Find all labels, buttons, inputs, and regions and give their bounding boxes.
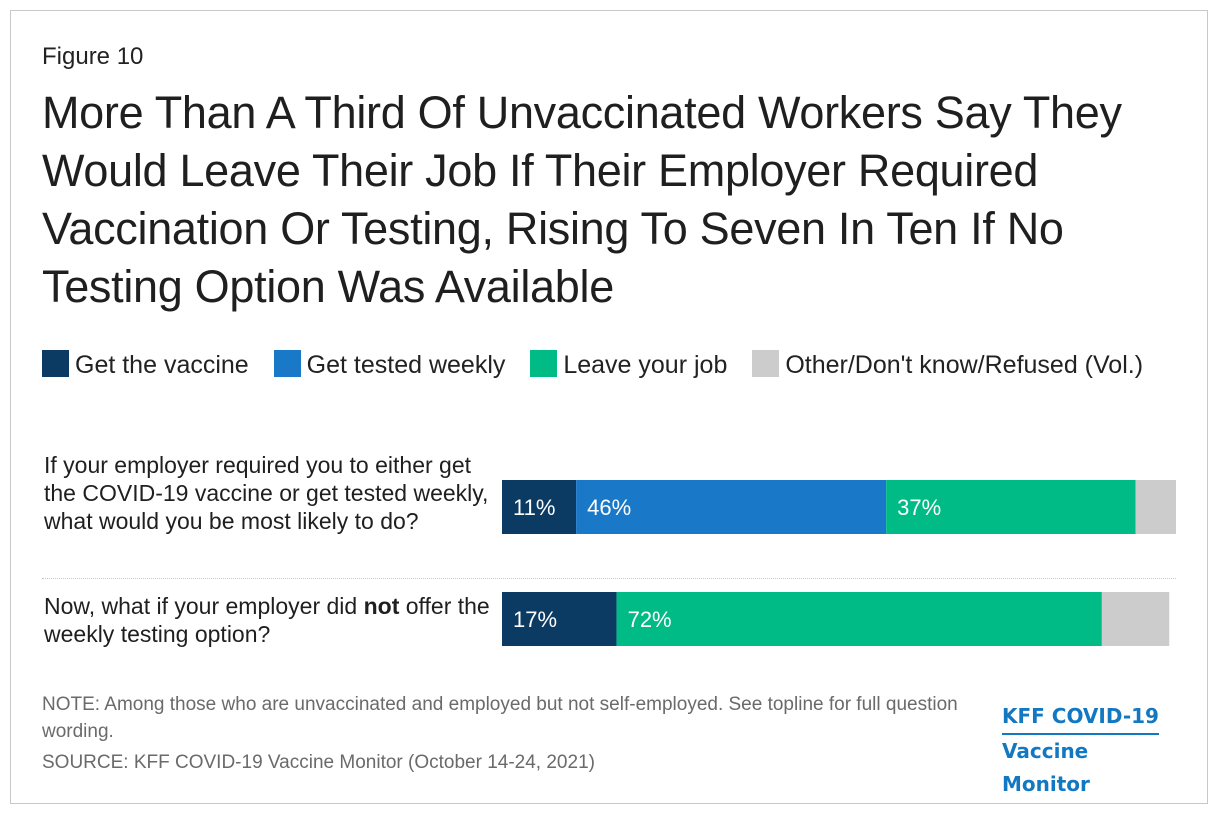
legend-swatch-leave-job [530, 350, 558, 377]
figure-frame [10, 10, 1208, 804]
question-2-suffix: offer the weekly testing option? [44, 593, 490, 647]
question-2-label: Now, what if your employer did not offer… [44, 592, 494, 648]
logo-line-1: KFF COVID-19 [1002, 700, 1159, 735]
source-note: SOURCE: KFF COVID-19 Vaccine Monitor (Oc… [42, 752, 595, 773]
legend-label-leave-job: Leave your job [563, 351, 728, 379]
logo-line-2: Vaccine Monitor [1002, 739, 1090, 796]
footnote: NOTE: Among those who are unvaccinated a… [42, 694, 958, 742]
legend-item-other: Other/Don't know/Refused (Vol.) [752, 344, 1143, 386]
legend-label-get-tested: Get tested weekly [306, 351, 506, 379]
question-2-prefix: Now, what if your employer did [44, 593, 364, 619]
row-divider [42, 578, 1176, 579]
legend-swatch-get-tested [273, 350, 301, 377]
figure-label: Figure 10 [42, 43, 144, 70]
chart-title: More Than A Third Of Unvaccinated Worker… [42, 87, 1122, 312]
legend-item-get-vaccine: Get the vaccine [42, 344, 249, 386]
legend-item-leave-job: Leave your job [530, 344, 727, 386]
legend-label-other: Other/Don't know/Refused (Vol.) [785, 351, 1144, 379]
legend-swatch-other [752, 350, 780, 377]
legend-swatch-get-vaccine [42, 350, 69, 377]
question-2-bold: not [363, 593, 400, 619]
legend-item-get-tested: Get tested weekly [273, 344, 506, 386]
legend-label-get-vaccine: Get the vaccine [75, 351, 249, 379]
kff-logo: KFF COVID-19 Vaccine Monitor [1002, 700, 1182, 801]
question-1-label: If your employer required you to either … [44, 452, 489, 534]
legend: Get the vaccine Get tested weekly Leave … [42, 344, 1182, 386]
